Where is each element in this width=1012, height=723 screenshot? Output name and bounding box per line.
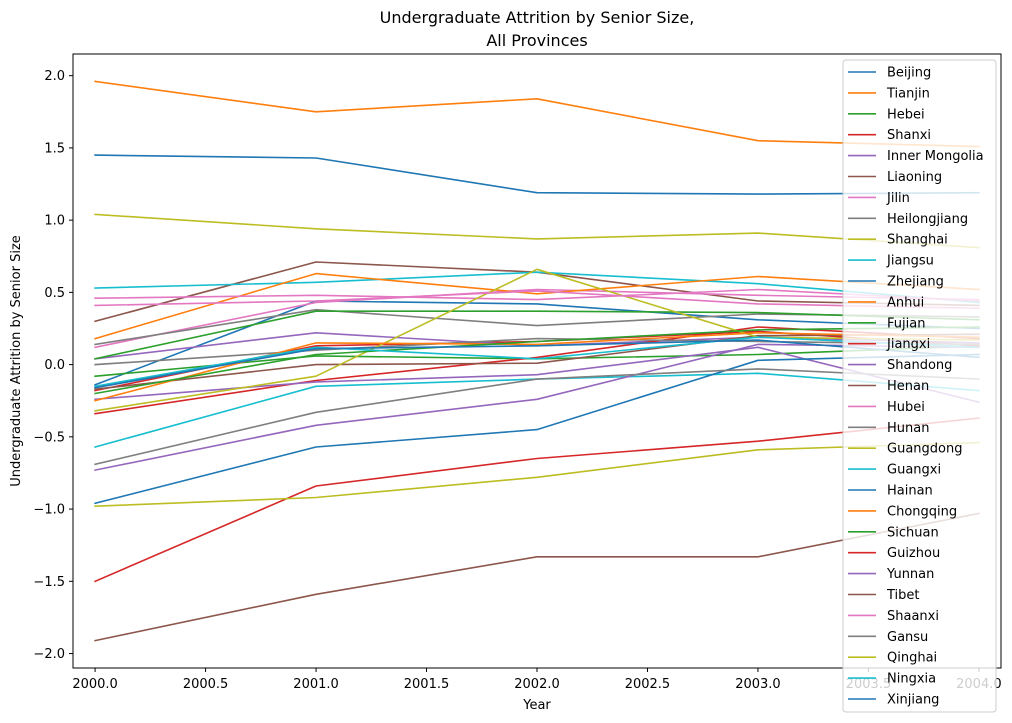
legend-label: Shanxi bbox=[887, 128, 931, 143]
x-tick-label: 2001.0 bbox=[293, 677, 339, 692]
y-tick-label: 1.0 bbox=[44, 214, 65, 229]
series-line-29 bbox=[94, 336, 980, 388]
legend-box bbox=[842, 59, 997, 713]
legend-label: Hunan bbox=[887, 421, 929, 436]
legend-label: Fujian bbox=[887, 316, 925, 331]
legend-label: Chongqing bbox=[887, 504, 957, 519]
legend-label: Jiangsu bbox=[886, 254, 934, 269]
x-tick-label: 2000.5 bbox=[183, 677, 229, 692]
y-tick-label: −2.0 bbox=[33, 647, 65, 662]
legend: Beijing Tianjin Hebei Shanxi Inner Mongolia L… bbox=[842, 59, 997, 713]
chart-title-line-1: Undergraduate Attrition by Senior Size, bbox=[380, 8, 695, 27]
x-tick-label: 2001.5 bbox=[404, 677, 450, 692]
series-line-9 bbox=[94, 271, 980, 304]
series-line-6 bbox=[94, 288, 980, 349]
plot-lines bbox=[94, 80, 980, 642]
legend-label: Guizhou bbox=[887, 546, 940, 561]
legend-label: Sichuan bbox=[887, 525, 939, 540]
y-axis-label: Undergraduate Attrition by Senior Size bbox=[9, 235, 24, 487]
legend-label: Gansu bbox=[887, 630, 928, 645]
series-line-18 bbox=[94, 268, 980, 412]
series-line-8 bbox=[94, 213, 980, 249]
legend-label: Tibet bbox=[886, 588, 920, 603]
legend-label: Heilongjiang bbox=[887, 212, 968, 227]
legend-label: Beijing bbox=[887, 66, 931, 81]
legend-label: Ningxia bbox=[887, 672, 936, 687]
y-tick-label: −1.5 bbox=[33, 575, 65, 590]
series-line-16 bbox=[94, 288, 980, 302]
series-line-30 bbox=[94, 339, 980, 389]
chart-title-line-2: All Provinces bbox=[486, 31, 587, 50]
legend-label: Shandong bbox=[887, 358, 952, 373]
series-line-22 bbox=[94, 326, 980, 395]
x-tick-label: 2002.5 bbox=[625, 677, 671, 692]
series-line-20 bbox=[94, 353, 980, 505]
series-line-15 bbox=[94, 333, 980, 391]
y-tick-label: 2.0 bbox=[44, 69, 65, 84]
x-axis-label: Year bbox=[522, 698, 551, 713]
y-tick-label: 1.5 bbox=[44, 141, 65, 156]
series-line-12 bbox=[94, 310, 980, 360]
legend-label: Henan bbox=[887, 379, 929, 394]
legend-label: Hubei bbox=[887, 400, 925, 415]
legend-label: Yunnan bbox=[886, 567, 934, 582]
legend-label: Xinjiang bbox=[887, 693, 939, 708]
y-tick-label: −1.0 bbox=[33, 503, 65, 518]
legend-label: Jilin bbox=[886, 191, 910, 206]
legend-label: Liaoning bbox=[887, 170, 942, 185]
legend-label: Guangxi bbox=[887, 463, 941, 478]
x-tick-label: 2002.0 bbox=[514, 677, 560, 692]
x-tick-label: 2003.0 bbox=[735, 677, 781, 692]
legend-label: Guangdong bbox=[887, 442, 962, 457]
legend-label: Tianjin bbox=[886, 86, 930, 101]
legend-label: Qinghai bbox=[887, 651, 937, 666]
y-tick-label: 0.0 bbox=[44, 358, 65, 373]
series-line-10 bbox=[94, 154, 980, 195]
y-tick-label: −0.5 bbox=[33, 430, 65, 445]
legend-label: Hainan bbox=[887, 484, 933, 499]
legend-label: Inner Mongolia bbox=[887, 149, 984, 164]
series-line-28 bbox=[94, 441, 980, 508]
series-line-23 bbox=[94, 417, 980, 583]
y-tick-label: 0.5 bbox=[44, 286, 65, 301]
legend-label: Shanghai bbox=[887, 233, 948, 248]
legend-label: Shaanxi bbox=[887, 609, 939, 624]
series-line-13 bbox=[94, 326, 980, 415]
x-tick-label: 2000.0 bbox=[72, 677, 118, 692]
series-line-27 bbox=[94, 368, 980, 466]
series-line-26 bbox=[94, 290, 980, 310]
y-axis-ticks: −2.0 −1.5 −1.0 −0.5 0.0 0.5 1.0 1.5 2.0 bbox=[33, 69, 73, 662]
legend-label: Hebei bbox=[887, 107, 925, 122]
series-line-17 bbox=[94, 337, 980, 366]
legend-label: Zhejiang bbox=[887, 275, 944, 290]
series-line-1 bbox=[94, 80, 980, 148]
legend-label: Jiangxi bbox=[886, 337, 930, 352]
series-line-25 bbox=[94, 512, 980, 642]
legend-label: Anhui bbox=[887, 295, 924, 310]
series-line-0 bbox=[94, 300, 980, 386]
series-line-11 bbox=[94, 272, 980, 340]
